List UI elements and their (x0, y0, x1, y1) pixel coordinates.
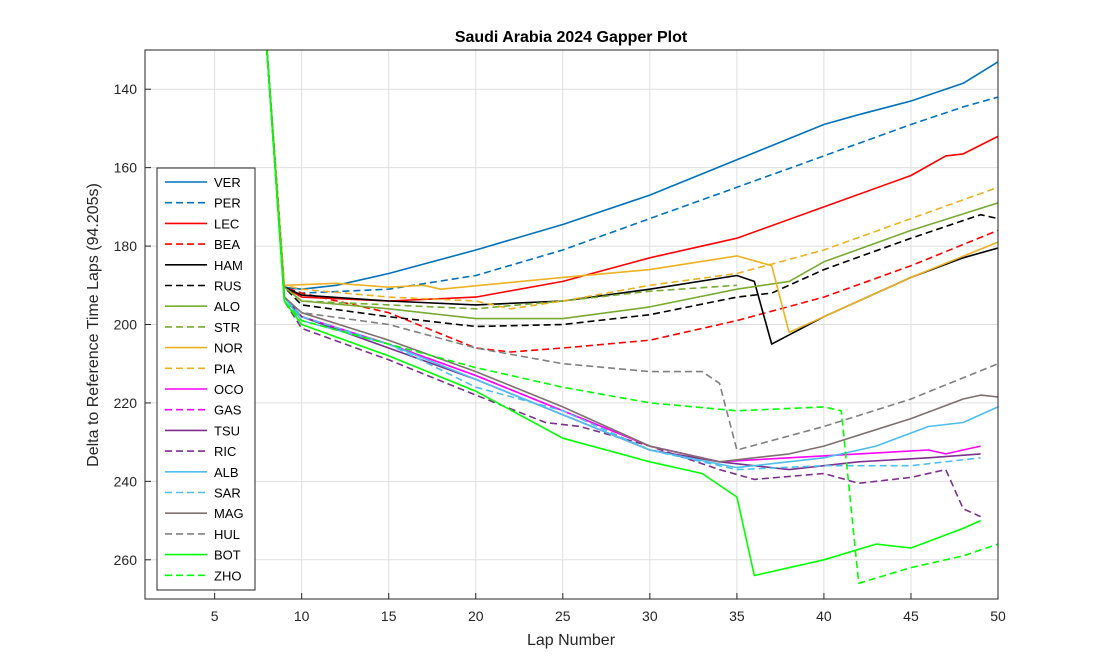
series-line-pia (266, 50, 998, 310)
legend-label-zho: ZHO (214, 568, 241, 583)
series-line-str (266, 50, 737, 310)
legend-label-tsu: TSU (214, 423, 240, 438)
legend-label-lec: LEC (214, 216, 239, 231)
legend-label-nor: NOR (214, 341, 243, 356)
x-tick-label: 20 (468, 608, 484, 624)
legend-label-hul: HUL (214, 527, 240, 542)
x-tick-label: 50 (990, 608, 1006, 624)
y-tick-label: 200 (114, 317, 138, 333)
x-tick-label: 10 (294, 608, 310, 624)
series-line-bea (266, 50, 998, 353)
x-tick-label: 25 (555, 608, 571, 624)
legend-label-ham: HAM (214, 258, 243, 273)
legend-label-bot: BOT (214, 548, 241, 563)
y-tick-label: 240 (114, 473, 138, 489)
legend: VER PER LEC BEA HAM RUS ALO STR NOR PIA OCO GAS TSU R… (156, 167, 256, 591)
legend-label-alo: ALO (214, 299, 240, 314)
series-line-sar (266, 50, 981, 471)
x-tick-label: 30 (642, 608, 658, 624)
series-line-ver (266, 50, 998, 290)
legend-label-str: STR (214, 320, 240, 335)
legend-label-bea: BEA (214, 237, 240, 252)
x-tick-label: 15 (381, 608, 397, 624)
series-line-mag (266, 50, 998, 463)
legend-label-pia: PIA (214, 361, 235, 376)
legend-box (156, 167, 256, 591)
y-tick-label: 260 (114, 552, 138, 568)
series-layer (266, 50, 998, 585)
series-line-zho (266, 50, 998, 585)
legend-label-per: PER (214, 196, 241, 211)
y-axis: 140 160 180 200 220 240 260 (114, 81, 151, 568)
legend-label-alb: ALB (214, 465, 239, 480)
x-tick-label: 5 (211, 608, 219, 624)
series-line-rus (266, 50, 998, 328)
series-line-lec (266, 50, 998, 302)
x-axis-label: Lap Number (527, 632, 616, 649)
series-line-bot (266, 50, 981, 577)
x-tick-label: 45 (903, 608, 919, 624)
legend-label-ric: RIC (214, 444, 236, 459)
y-tick-label: 180 (114, 238, 138, 254)
y-tick-label: 140 (114, 81, 138, 97)
x-tick-label: 35 (729, 608, 745, 624)
y-axis-label: Delta to Reference Time Laps (94.205s) (85, 183, 102, 467)
legend-label-oco: OCO (214, 382, 244, 397)
y-tick-label: 220 (114, 395, 138, 411)
x-axis: 5 10 15 20 25 30 35 40 45 50 (211, 593, 1006, 624)
legend-label-rus: RUS (214, 279, 242, 294)
legend-label-gas: GAS (214, 403, 242, 418)
legend-label-ver: VER (214, 175, 241, 190)
y-tick-label: 160 (114, 160, 138, 176)
legend-label-sar: SAR (214, 486, 241, 501)
x-tick-label: 40 (816, 608, 832, 624)
legend-label-mag: MAG (214, 506, 244, 521)
series-line-nor (266, 50, 998, 334)
series-line-ric (266, 50, 981, 518)
chart-title: Saudi Arabia 2024 Gapper Plot (455, 29, 688, 46)
